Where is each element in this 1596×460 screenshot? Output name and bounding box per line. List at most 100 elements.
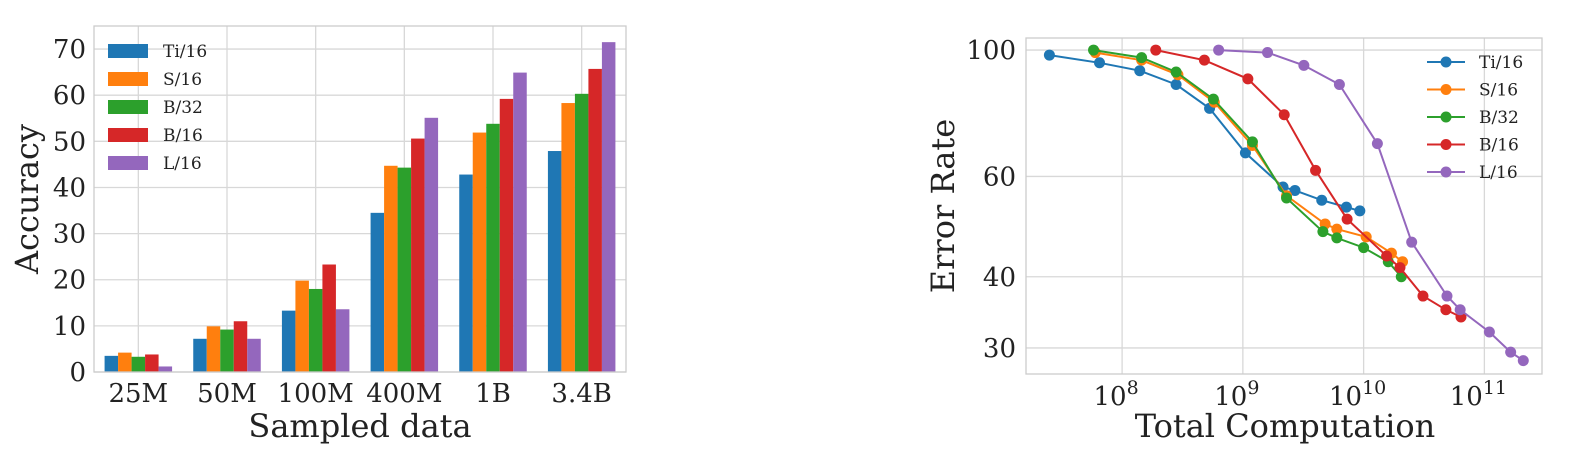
y-tick-label: 100 [966,36,1016,66]
data-point [1440,304,1452,316]
data-point [1331,232,1343,244]
data-point [1170,79,1182,91]
data-point [1310,164,1322,176]
legend-marker [1440,56,1452,68]
bar-ti-16 [459,174,473,372]
y-tick-label: 50 [53,127,86,157]
x-tick-label: 400M [366,379,442,409]
legend-label: Ti/16 [163,42,207,62]
data-point [1340,201,1352,213]
legend-label: Ti/16 [1479,53,1523,73]
bar-l-16 [601,42,616,372]
x-tick-label: 108 [1094,377,1139,412]
bar-b-32 [486,123,500,372]
data-point [1289,184,1301,196]
data-point [1441,290,1453,302]
data-point [1239,147,1251,159]
legend-label: S/16 [1479,81,1518,101]
bar-l-16 [335,309,350,372]
y-tick-label: 20 [53,266,86,296]
y-tick-label: 40 [53,173,86,203]
data-point [1406,236,1418,248]
data-point [1207,93,1219,105]
x-tick-label: 1B [475,379,511,409]
y-axis-label: Accuracy [8,124,46,275]
y-axis-label: Error Rate [924,119,962,293]
data-point [1331,223,1343,235]
bar-b-16 [411,138,425,372]
legend-swatch [108,44,148,58]
bar-l-16 [247,338,261,372]
legend-label: B/16 [1479,136,1519,156]
data-point [1333,79,1345,91]
data-point [1505,346,1517,358]
data-point [1278,109,1290,121]
bar-b-32 [220,329,234,372]
data-point [1358,242,1370,254]
legend-label: L/16 [1479,163,1518,183]
data-point [1381,250,1393,262]
bar-b-16 [499,98,514,373]
bar-b-16 [322,264,336,372]
x-tick-label: 3.4B [551,379,611,409]
bar-s-16 [295,280,309,372]
x-tick-label: 109 [1214,377,1259,412]
bar-b-32 [574,93,589,372]
data-point [1316,194,1328,206]
bar-ti-16 [193,338,207,372]
legend-marker [1440,139,1452,150]
bar-s-16 [384,165,398,372]
data-point [1277,181,1289,193]
y-tick-label: 60 [53,81,86,111]
series-line-ti-16 [1049,54,1361,212]
legend-label: B/32 [163,98,203,118]
data-point [1483,326,1495,338]
data-point [1088,44,1100,56]
plot-frame [1025,37,1543,375]
x-tick-label: 1011 [1450,377,1507,412]
bar-b-32 [308,288,323,372]
bar-l-16 [424,117,439,373]
bar-b-16 [588,68,602,373]
legend-label: L/16 [163,154,202,174]
legend-label: B/16 [163,126,203,146]
data-point [1262,47,1274,59]
bar-ti-16 [370,212,385,372]
x-tick-label: 25M [108,379,168,409]
bar-s-16 [472,132,487,372]
bar-b-32 [397,167,412,372]
legend-swatch [108,156,148,170]
data-point [1150,44,1162,56]
data-point [1341,213,1353,225]
data-point [1417,290,1429,302]
data-point [1281,192,1293,204]
x-axis-label: Total Computation [1135,407,1436,445]
data-point [1454,304,1466,316]
legend-swatch [108,100,148,114]
bar-s-16 [118,352,132,372]
bar-s-16 [206,326,221,372]
data-point [1094,57,1106,69]
y-tick-label: 0 [69,358,86,388]
legend-marker [1440,166,1452,178]
accuracy-bar-chart: 0 10 20 30 40 50 60 70 25M 50M 100M 400M 1B 3.4B Ti/16… [8,25,627,445]
data-point [1517,355,1529,367]
data-point [1317,226,1329,238]
x-tick-label: 1010 [1329,377,1386,412]
data-point [1136,52,1148,64]
bar-b-16 [145,354,159,372]
y-tick-label: 40 [983,263,1016,293]
data-point [1354,205,1366,217]
y-tick-label: 30 [53,220,86,250]
x-tick-label: 50M [197,379,257,409]
data-point [1134,65,1146,77]
data-point [1394,262,1406,274]
legend-swatch [108,128,148,142]
legend-marker [1440,111,1452,123]
data-point [1043,49,1055,61]
plot-frame [93,25,627,373]
bar-b-16 [233,321,248,372]
legend-label: B/32 [1479,108,1519,128]
data-point [1213,44,1225,56]
data-point [1298,59,1310,71]
